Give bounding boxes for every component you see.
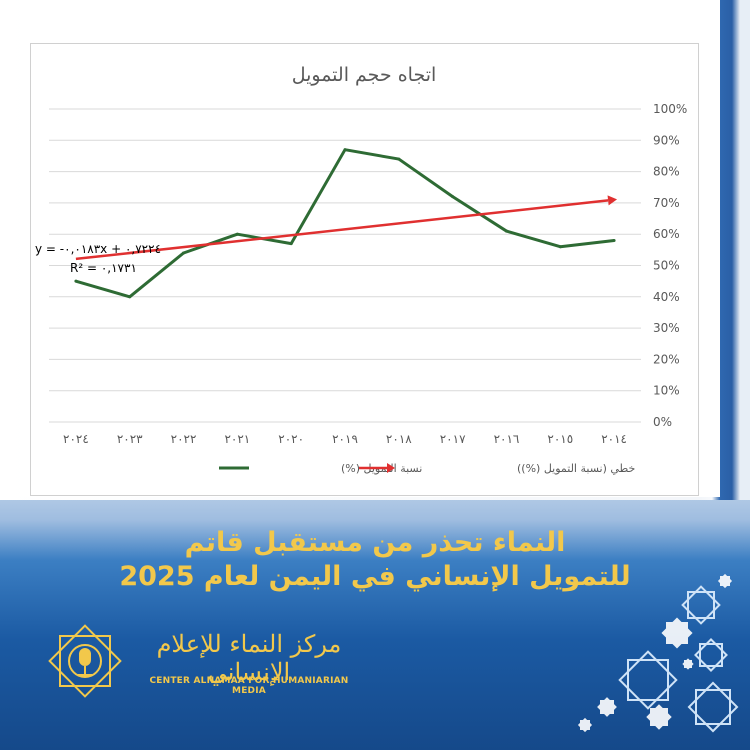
y-tick-label: 10% (653, 384, 680, 398)
x-tick-label: ٢٠١٦ (494, 432, 520, 446)
headline-line-1: النماء تحذر من مستقبل قاتم (184, 527, 566, 558)
line-chart: اتجاه حجم التمويل 0% 10% 20% 30% 40% 50% 60% 70… (35, 64, 687, 475)
chart-area: اتجاه حجم التمويل 0% 10% 20% 30% 40% 50% 60% 70… (30, 43, 699, 496)
x-tick-label: ٢٠١٩ (332, 432, 358, 446)
data-point (182, 251, 186, 255)
trendline-equation: y = -٠,٠١٨٣x + ٠,٧٢٢٤ (35, 242, 161, 256)
y-tick-label: 30% (653, 321, 680, 335)
x-tick-label: ٢٠١٥ (547, 432, 573, 446)
x-tick-label: ٢٠١٤ (601, 432, 627, 446)
data-point (128, 295, 132, 299)
brand-name-arabic: مركز النماء للإعلام الإنساني (156, 630, 342, 686)
brand-name-english: CENTER ALNAMAA FOR HUMANIARIAN MEDIA (149, 676, 349, 696)
legend-trend-arrow (387, 463, 395, 473)
data-point (235, 232, 239, 236)
data-point (558, 245, 562, 249)
headline-line-2: للتمويل الإنساني في اليمن لعام 2025 (119, 561, 631, 592)
x-tick-label: ٢٠١٨ (386, 432, 412, 446)
data-point (451, 195, 455, 199)
y-tick-label: 60% (653, 227, 680, 241)
legend-trend-label: خطي (نسبة التمويل (%)) (517, 462, 635, 475)
x-tick-label: ٢٠٢١ (224, 432, 250, 446)
x-tick-label: ٢٠٢٣ (117, 432, 143, 446)
y-tick-label: 40% (653, 290, 680, 304)
data-point (289, 242, 293, 246)
x-tick-label: ٢٠١٧ (440, 432, 466, 446)
trendline (75, 199, 609, 261)
y-tick-label: 80% (653, 165, 680, 179)
x-tick-label: ٢٠٢٢ (171, 432, 197, 446)
trendline-arrowhead (607, 195, 618, 206)
brand-logo-icon (48, 624, 122, 698)
legend: نسبة التمويل (%) خطي (نسبة التمويل (%)) (219, 462, 635, 475)
data-point (343, 148, 347, 152)
data-point (612, 238, 616, 242)
data-point (74, 279, 78, 283)
decorative-stars-icon (577, 573, 739, 733)
y-tick-label: 50% (653, 259, 680, 273)
trendline-r-squared: R² = ٠,١٧٣١ (70, 261, 137, 275)
y-tick-label: 100% (653, 102, 687, 116)
chart-title: اتجاه حجم التمويل (292, 64, 437, 86)
data-point (397, 157, 401, 161)
y-tick-label: 20% (653, 352, 680, 366)
y-tick-label: 90% (653, 133, 680, 147)
x-tick-label: ٢٠٢٤ (63, 432, 89, 446)
y-tick-label: 0% (653, 415, 672, 429)
x-tick-label: ٢٠٢٠ (278, 432, 304, 446)
y-tick-label: 70% (653, 196, 680, 210)
data-point (504, 229, 508, 233)
